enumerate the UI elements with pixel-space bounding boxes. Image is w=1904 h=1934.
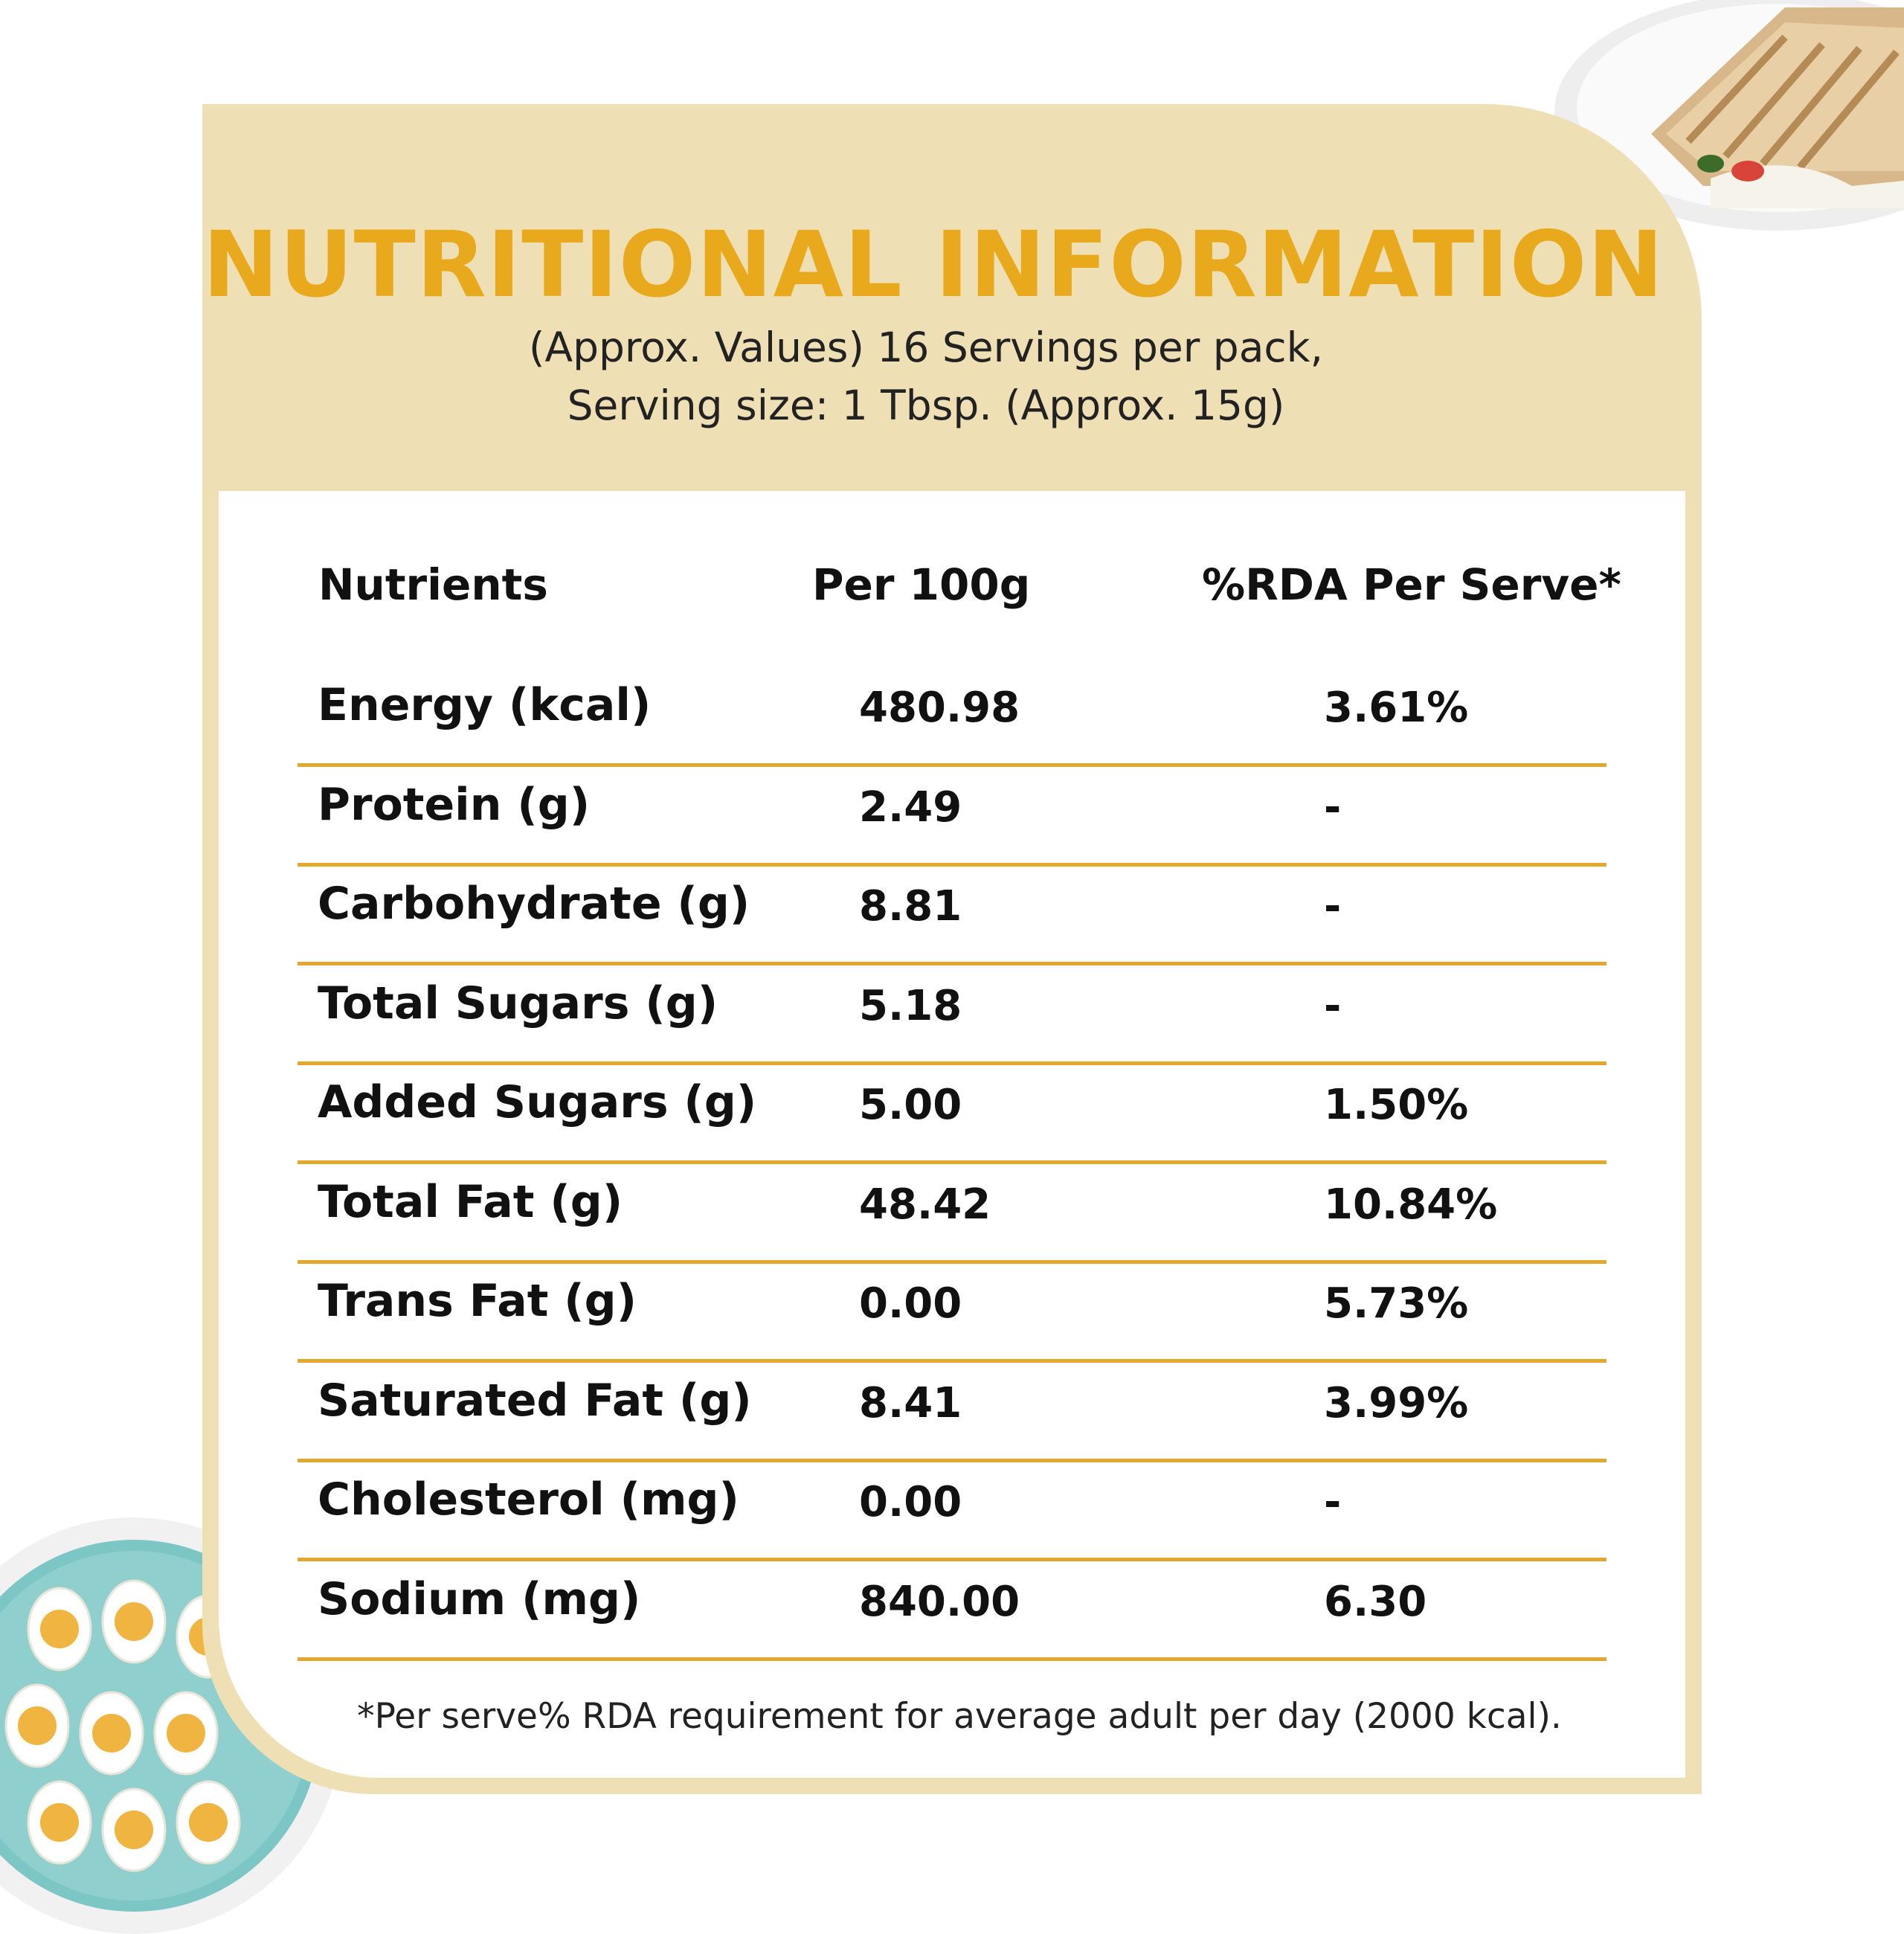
table-row: Total Fat (g) 48.42 10.84%	[0, 1180, 1904, 1279]
per-100g-value: 480.98	[859, 684, 1020, 732]
rda-value: 5.73%	[1324, 1279, 1469, 1328]
per-100g-value: 8.81	[859, 882, 962, 931]
nutrient-name: Energy (kcal)	[318, 679, 652, 731]
per-100g-value: 48.42	[859, 1180, 991, 1229]
rda-value: 1.50%	[1324, 1081, 1469, 1129]
nutrient-name: Added Sugars (g)	[318, 1076, 757, 1128]
row-divider	[298, 763, 1606, 767]
per-100g-value: 0.00	[859, 1279, 962, 1328]
nutrient-name: Cholesterol (mg)	[318, 1474, 739, 1526]
table-row: Saturated Fat (g) 8.41 3.99%	[0, 1378, 1904, 1478]
rda-value: 6.30	[1324, 1578, 1427, 1626]
per-100g-value: 5.18	[859, 982, 962, 1030]
column-header-rda: %RDA Per Serve*	[1202, 559, 1621, 610]
table-row: Trans Fat (g) 0.00 5.73%	[0, 1279, 1904, 1378]
nutrient-name: Carbohydrate (g)	[318, 878, 750, 930]
table-row: Cholesterol (mg) 0.00 -	[0, 1477, 1904, 1577]
column-header-per-100g: Per 100g	[812, 559, 1031, 610]
row-divider	[298, 1657, 1606, 1661]
subtitle-serving-size: Serving size: 1 Tbsp. (Approx. 15g)	[567, 382, 1285, 429]
row-divider	[298, 1459, 1606, 1462]
rda-value: -	[1324, 882, 1342, 931]
table-row: Added Sugars (g) 5.00 1.50%	[0, 1080, 1904, 1180]
per-100g-value: 8.41	[859, 1379, 962, 1427]
per-100g-value: 5.00	[859, 1081, 962, 1129]
nutrient-name: Saturated Fat (g)	[318, 1375, 752, 1427]
nutrient-name: Protein (g)	[318, 779, 591, 831]
table-row: Sodium (mg) 840.00 6.30	[0, 1577, 1904, 1677]
rda-value: 10.84%	[1324, 1180, 1498, 1229]
rda-value: -	[1324, 783, 1342, 832]
column-header-nutrients: Nutrients	[318, 559, 548, 610]
page-title: NUTRITIONAL INFORMATION	[202, 212, 1665, 318]
rda-value: 3.99%	[1324, 1379, 1469, 1427]
row-divider	[298, 1061, 1606, 1065]
nutrient-name: Sodium (mg)	[318, 1573, 641, 1625]
nutrient-name: Total Fat (g)	[318, 1176, 623, 1228]
rda-value: -	[1324, 982, 1342, 1030]
per-100g-value: 0.00	[859, 1478, 962, 1526]
row-divider	[298, 863, 1606, 867]
rda-value: -	[1324, 1478, 1342, 1526]
table-row: Protein (g) 2.49-	[0, 783, 1904, 882]
card-inner	[219, 491, 1685, 1778]
nutrient-name: Total Sugars (g)	[318, 977, 718, 1029]
subtitle-servings: (Approx. Values) 16 Servings per pack,	[528, 324, 1323, 371]
row-divider	[298, 1558, 1606, 1561]
row-divider	[298, 1160, 1606, 1164]
footnote: *Per serve% RDA requirement for average …	[357, 1696, 1562, 1737]
rda-value: 3.61%	[1324, 684, 1469, 732]
table-row: Energy (kcal) 480.98 3.61%	[0, 683, 1904, 783]
row-divider	[298, 962, 1606, 966]
per-100g-value: 2.49	[859, 783, 962, 832]
row-divider	[298, 1260, 1606, 1264]
row-divider	[298, 1359, 1606, 1363]
per-100g-value: 840.00	[859, 1578, 1020, 1626]
table-row: Carbohydrate (g) 8.81 -	[0, 881, 1904, 981]
nutrient-name: Trans Fat (g)	[318, 1275, 637, 1327]
table-row: Total Sugars (g) 5.18-	[0, 981, 1904, 1081]
